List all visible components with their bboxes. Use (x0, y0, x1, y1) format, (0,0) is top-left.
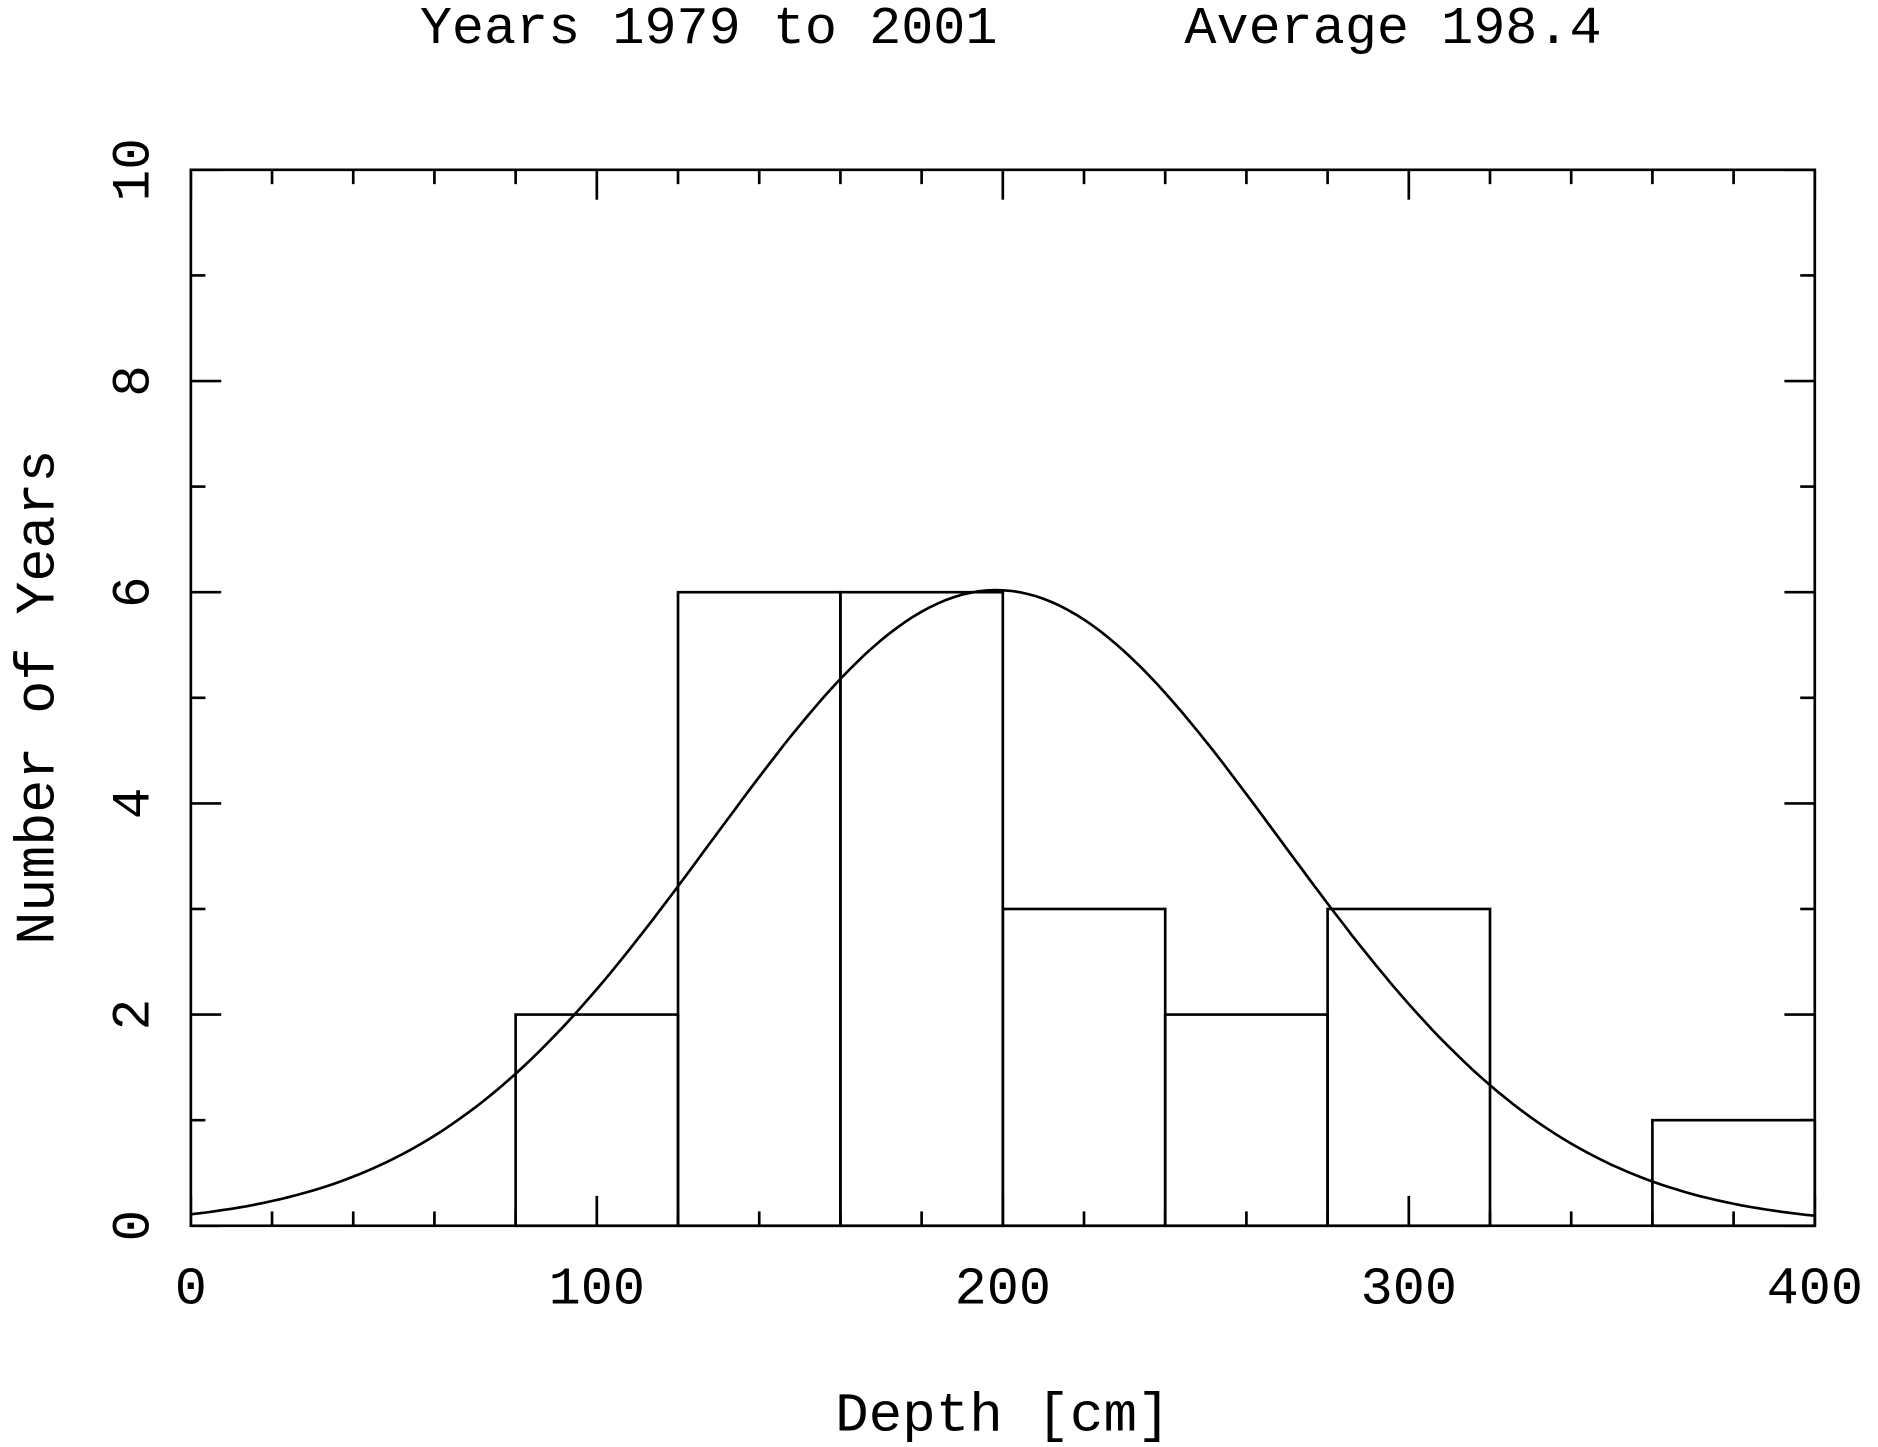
histogram-bar-6 (1651, 1118, 1817, 1228)
y-tick-label: 8 (104, 365, 164, 397)
x-tick-label: 200 (955, 1260, 1051, 1320)
x-tick-label: 400 (1767, 1260, 1863, 1320)
histogram-bar-5 (1326, 907, 1492, 1228)
x-tick-label: 300 (1361, 1260, 1457, 1320)
y-axis-label: Number of Years (7, 450, 71, 945)
histogram-bar-3 (1001, 907, 1167, 1228)
histogram-bar-4 (1163, 1013, 1329, 1228)
histogram-bar-2 (839, 590, 1005, 1228)
chart-title-average: Average 198.4 (1184, 0, 1601, 59)
x-axis-label: Depth [cm] (835, 1385, 1170, 1447)
y-tick-label: 10 (104, 138, 164, 201)
y-tick-label: 6 (104, 576, 164, 608)
histogram-bar-1 (676, 590, 842, 1228)
y-tick-label: 2 (104, 999, 164, 1031)
histogram-bar-0 (514, 1013, 680, 1228)
x-tick-label: 100 (549, 1260, 645, 1320)
gaussian-fit-curve (190, 588, 1815, 1218)
chart-title-years: Years 1979 to 2001 (420, 0, 998, 59)
x-tick-label: 0 (175, 1260, 207, 1320)
y-tick-label: 0 (104, 1210, 164, 1242)
y-tick-label: 4 (104, 788, 164, 820)
